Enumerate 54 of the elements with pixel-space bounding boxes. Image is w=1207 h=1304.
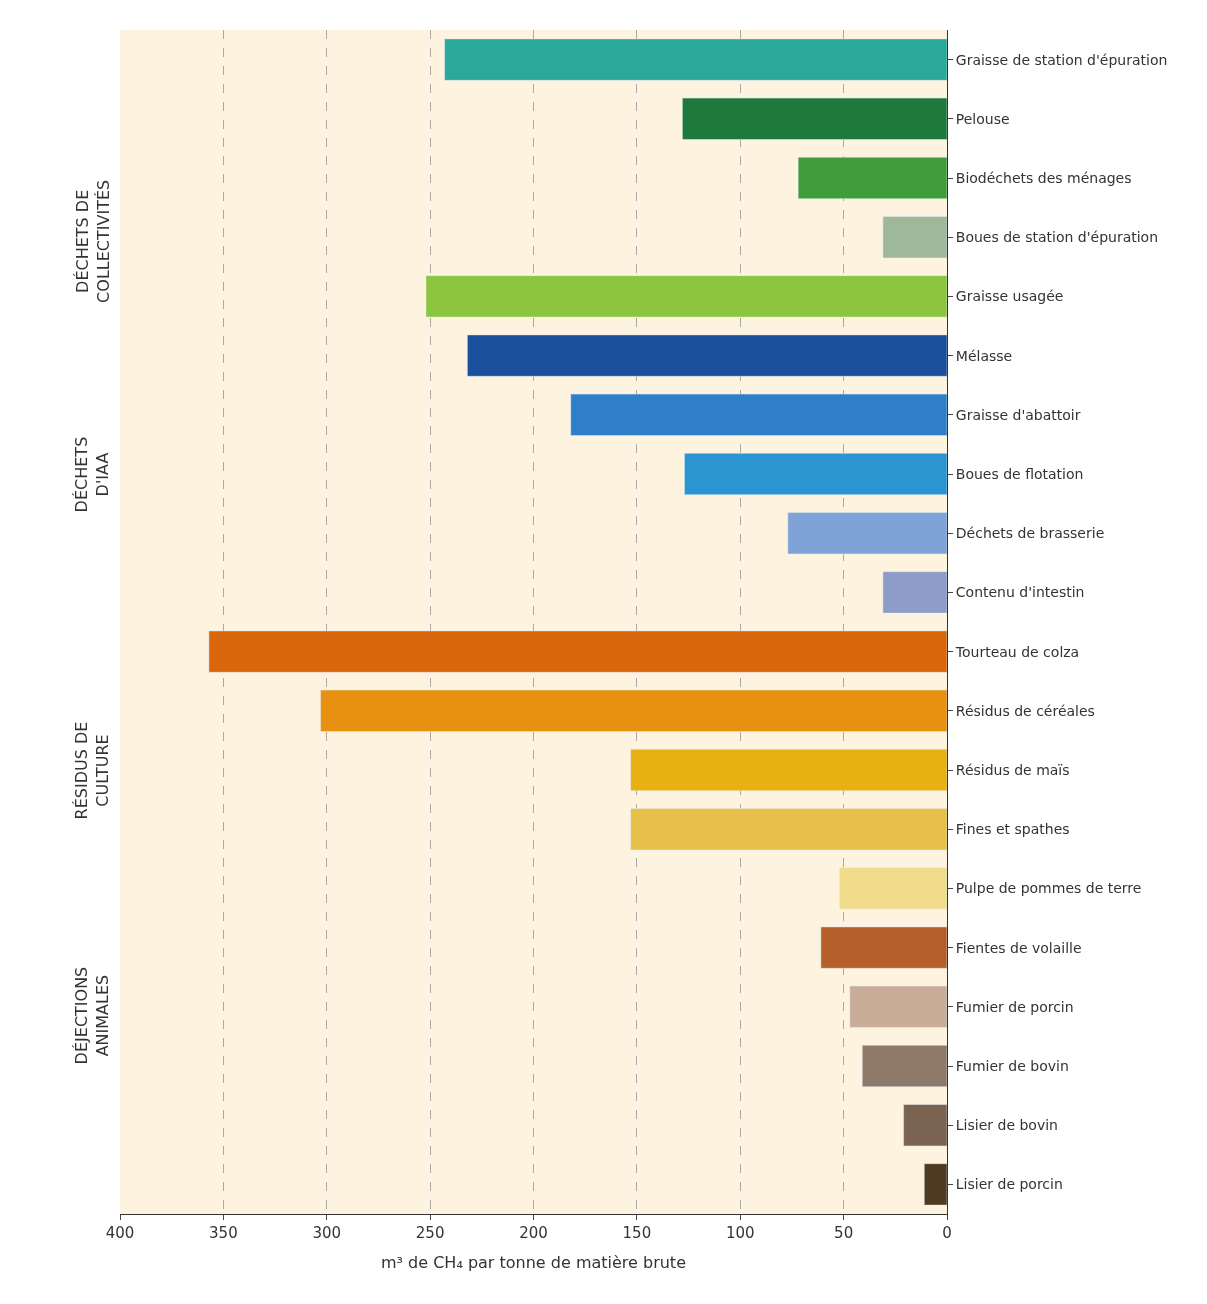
bar (320, 689, 947, 732)
y-tick-label: Fientes de volaille (955, 939, 1082, 956)
bar (903, 1104, 947, 1147)
y-tick-label: Graisse d'abattoir (955, 406, 1081, 423)
bar (682, 97, 947, 140)
bar (208, 630, 947, 673)
y-tick-label: Boues de flotation (955, 465, 1084, 482)
x-tick-label: 350 (209, 1224, 238, 1242)
y-tick-label: Contenu d'intestin (955, 584, 1085, 601)
bar (882, 571, 947, 614)
y-tick-label: Fumier de bovin (955, 1057, 1069, 1074)
bar (630, 749, 947, 791)
bar (797, 157, 947, 199)
y-tick-label: Pulpe de pommes de terre (955, 880, 1142, 897)
x-axis-title: m³ de CH₄ par tonne de matière brute (381, 1252, 686, 1272)
bar (570, 393, 947, 436)
y-tick-label: Lisier de porcin (955, 1176, 1063, 1193)
text: DÉCHETS DE COLLECTIVITÉS (72, 179, 113, 303)
bar (861, 1045, 947, 1087)
bar (924, 1163, 947, 1206)
y-tick-label: Résidus de maïs (955, 761, 1070, 778)
x-tick-label: 200 (519, 1224, 548, 1242)
bar (684, 453, 947, 495)
y-tick-label: Tourteau de colza (954, 643, 1080, 660)
x-tick-label: 50 (834, 1224, 854, 1242)
bar (425, 275, 947, 318)
bar (630, 808, 947, 851)
x-tick-label: 250 (415, 1224, 445, 1242)
y-tick-label: Fumier de porcin (955, 998, 1074, 1015)
bar (787, 512, 947, 555)
y-tick-label: Résidus de céréales (955, 702, 1095, 719)
y-tick-label: Pelouse (955, 110, 1010, 127)
x-tick-label: 150 (622, 1224, 652, 1242)
x-tick-label: 400 (105, 1224, 135, 1242)
text: RÉSIDUS DE CULTURE (72, 721, 113, 820)
y-tick-label: Graisse usagée (955, 288, 1064, 305)
y-tick-label: Mélasse (955, 347, 1013, 364)
x-tick-label: 300 (312, 1224, 342, 1242)
bar (467, 334, 947, 377)
text: DÉCHETS D'IAA (72, 436, 113, 513)
y-tick-label: Déchets de brasserie (955, 525, 1105, 542)
y-tick-label: Boues de station d'épuration (955, 229, 1159, 246)
bar (444, 38, 947, 81)
bar (882, 216, 947, 259)
x-tick-label: 100 (725, 1224, 755, 1242)
bar (849, 985, 947, 1028)
y-tick-label: Graisse de station d'épuration (955, 51, 1168, 68)
text: DÉJECTIONS ANIMALES (72, 966, 113, 1065)
y-tick-label: Fines et spathes (955, 821, 1070, 838)
y-tick-label: Biodéchets des ménages (955, 169, 1132, 186)
x-tick-label: 0 (942, 1224, 952, 1242)
bar (820, 926, 947, 969)
bar (839, 867, 947, 910)
y-tick-label: Lisier de bovin (955, 1117, 1058, 1134)
